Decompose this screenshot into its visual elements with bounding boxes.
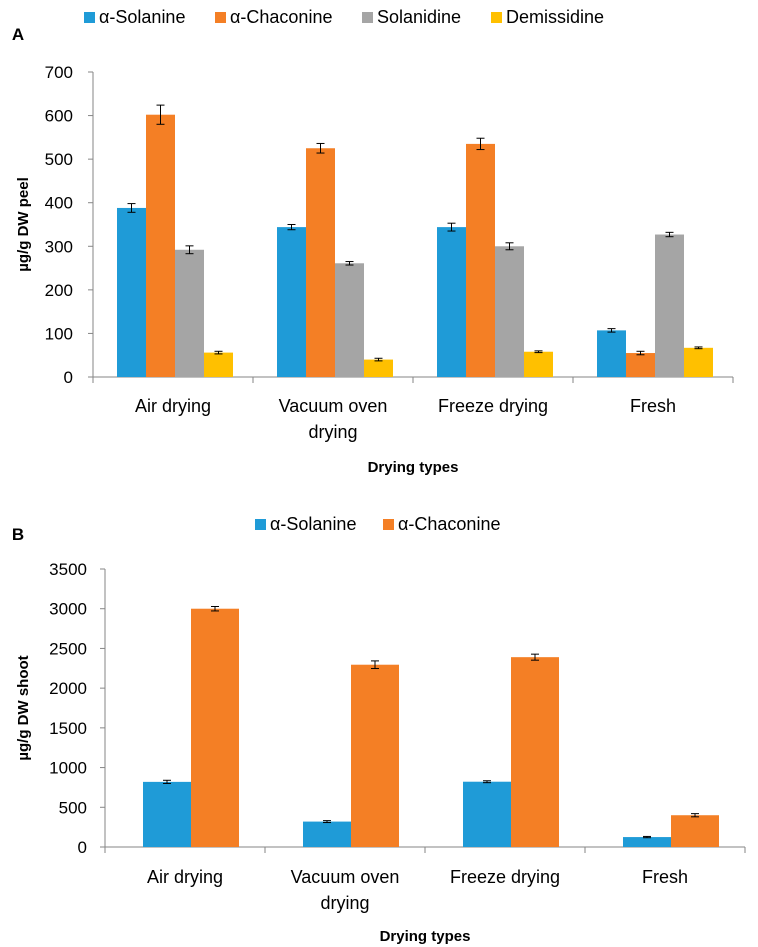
y-tick-label: 100 <box>45 324 73 343</box>
bar <box>143 781 191 847</box>
y-tick-label: 1500 <box>49 719 87 738</box>
bar <box>351 664 399 847</box>
x-tick-label: Air drying <box>135 396 211 416</box>
bar <box>303 821 351 847</box>
bar <box>466 143 495 377</box>
legend-swatch <box>255 519 266 530</box>
y-tick-label: 3000 <box>49 600 87 619</box>
bar <box>671 815 719 847</box>
bar <box>463 781 511 847</box>
bar <box>204 352 233 377</box>
bar <box>655 234 684 377</box>
x-tick-label: Air drying <box>147 867 223 887</box>
bar <box>437 227 466 377</box>
legend-swatch <box>215 12 226 23</box>
y-tick-label: 400 <box>45 194 73 213</box>
y-tick-label: 1000 <box>49 759 87 778</box>
y-axis-title: µg/g DW shoot <box>15 655 32 760</box>
y-axis-title: µg/g DW peel <box>15 177 32 271</box>
y-tick-label: 0 <box>78 838 87 857</box>
x-axis-title: Drying types <box>368 459 459 476</box>
y-tick-label: 0 <box>64 368 73 387</box>
bar <box>626 353 655 377</box>
bar <box>524 351 553 377</box>
bar <box>511 657 559 847</box>
x-tick-label: drying <box>308 422 357 442</box>
bar <box>277 227 306 377</box>
y-tick-label: 2500 <box>49 639 87 658</box>
bar <box>335 263 364 377</box>
bar <box>146 114 175 377</box>
y-tick-label: 500 <box>45 150 73 169</box>
legend-swatch <box>383 519 394 530</box>
x-tick-label: Vacuum oven <box>279 396 388 416</box>
legend-swatch <box>362 12 373 23</box>
x-tick-label: Freeze drying <box>450 867 560 887</box>
bar <box>191 608 239 847</box>
bar <box>306 148 335 377</box>
y-tick-label: 2000 <box>49 679 87 698</box>
y-tick-label: 3500 <box>49 560 87 579</box>
legend-swatch <box>84 12 95 23</box>
bar <box>175 249 204 377</box>
bar <box>117 207 146 377</box>
legend-label: α-Chaconine <box>230 7 332 27</box>
legend-label: α-Solanine <box>270 514 356 534</box>
legend-label: Solanidine <box>377 7 461 27</box>
panel-label: A <box>12 25 24 44</box>
y-tick-label: 700 <box>45 63 73 82</box>
legend-label: Demissidine <box>506 7 604 27</box>
legend-label: α-Chaconine <box>398 514 500 534</box>
x-tick-label: drying <box>320 893 369 913</box>
panel-label: B <box>12 525 24 544</box>
bar <box>597 330 626 377</box>
x-tick-label: Freeze drying <box>438 396 548 416</box>
bar <box>495 246 524 377</box>
legend-label: α-Solanine <box>99 7 185 27</box>
x-tick-label: Fresh <box>630 396 676 416</box>
bar <box>623 837 671 847</box>
x-axis-title: Drying types <box>380 928 471 945</box>
bar <box>684 347 713 377</box>
y-tick-label: 300 <box>45 237 73 256</box>
x-tick-label: Vacuum oven <box>291 867 400 887</box>
y-tick-label: 500 <box>59 798 87 817</box>
legend-swatch <box>491 12 502 23</box>
y-tick-label: 600 <box>45 107 73 126</box>
y-tick-label: 200 <box>45 281 73 300</box>
x-tick-label: Fresh <box>642 867 688 887</box>
bar <box>364 359 393 377</box>
